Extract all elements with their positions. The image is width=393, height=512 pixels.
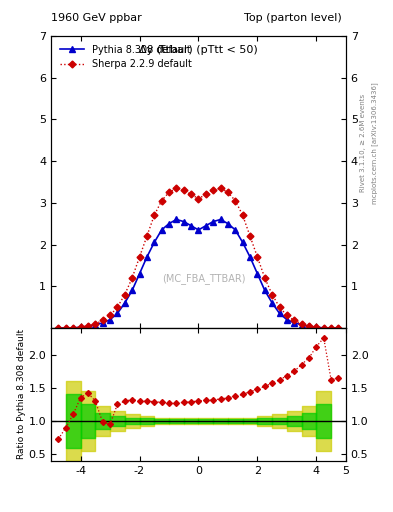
Text: Top (parton level): Top (parton level) (244, 13, 342, 23)
Text: Δy (t̅tbar) (pTtt < 50): Δy (t̅tbar) (pTtt < 50) (139, 45, 258, 55)
Y-axis label: Ratio to Pythia 8.308 default: Ratio to Pythia 8.308 default (17, 329, 26, 459)
Text: Rivet 3.1.10, ≥ 2.6M events: Rivet 3.1.10, ≥ 2.6M events (360, 94, 365, 193)
Text: 1960 GeV ppbar: 1960 GeV ppbar (51, 13, 142, 23)
Legend: Pythia 8.308 default, Sherpa 2.2.9 default: Pythia 8.308 default, Sherpa 2.2.9 defau… (56, 40, 196, 73)
Text: (MC_FBA_TTBAR): (MC_FBA_TTBAR) (163, 273, 246, 284)
Text: mcplots.cern.ch [arXiv:1306.3436]: mcplots.cern.ch [arXiv:1306.3436] (371, 82, 378, 204)
